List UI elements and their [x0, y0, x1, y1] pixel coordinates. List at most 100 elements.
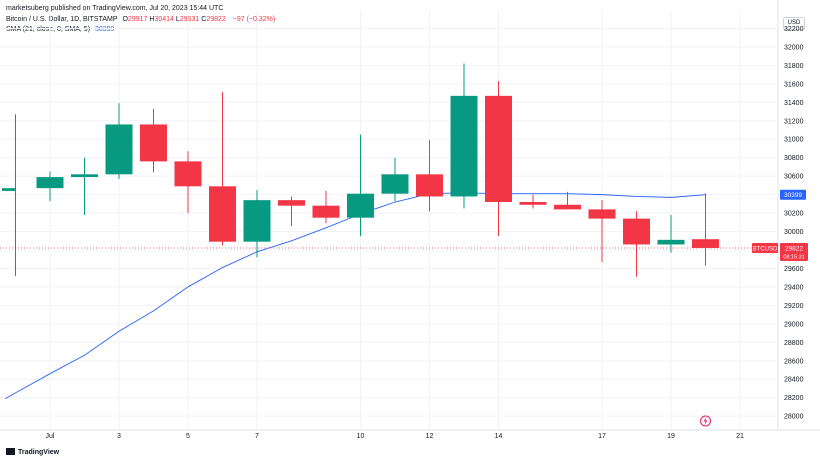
y-tick-label: 29600 [784, 266, 804, 273]
y-tick-label: 29200 [784, 303, 804, 310]
candle-body [554, 204, 581, 210]
candle-body [519, 202, 547, 205]
symbol-tag [752, 242, 778, 253]
candle-body [588, 209, 616, 219]
candle [347, 134, 374, 237]
candle [105, 103, 133, 179]
candle [243, 190, 271, 258]
candle [2, 114, 16, 276]
y-tick-label: 28400 [784, 377, 804, 384]
last-price-tag [780, 242, 808, 261]
candle-body [381, 174, 409, 194]
event-lightning-icon[interactable] [700, 415, 711, 427]
candle [174, 151, 202, 214]
sma-legend-label: SMA (21, close, 0, SMA, 5) [6, 26, 91, 33]
candle [278, 196, 305, 226]
candle-body [36, 177, 64, 189]
x-tick-label: Jul [46, 433, 55, 440]
x-tick-label: 5 [186, 433, 190, 440]
candle [519, 194, 547, 209]
grid-lines [0, 10, 776, 430]
candle [36, 171, 64, 202]
tradingview-footer: TradingView [6, 448, 59, 456]
x-tick-label: 21 [736, 433, 744, 440]
change-value: −97 (−0.32%) [232, 16, 276, 23]
symbol-tag-text: BTCUSD [753, 246, 778, 252]
ohlc-values: O29917 H30414 L29631 C29822 [122, 16, 227, 23]
y-tick-label: 29400 [784, 284, 804, 291]
y-tick-label: 31200 [784, 118, 804, 125]
x-tick-label: 14 [495, 433, 503, 440]
y-tick-label: 29000 [784, 321, 804, 328]
candle [312, 190, 340, 224]
candle-body [105, 124, 133, 175]
x-tick-label: 10 [357, 433, 365, 440]
last-price-tag-text: 29822 [785, 245, 803, 252]
y-tick-label: 31800 [784, 63, 804, 70]
sma-line [4, 192, 706, 400]
currency-button[interactable]: USD [783, 17, 805, 30]
y-tick-label: 30200 [784, 211, 804, 218]
candle [381, 157, 409, 202]
candle-body [485, 95, 512, 202]
symbol-info: Bitcoin / U.S. Dollar, 1D, BITSTAMP O299… [6, 15, 278, 24]
x-tick-label: 12 [426, 433, 434, 440]
y-tick-label: 31600 [784, 81, 804, 88]
ohlc-c: C29822 [201, 16, 226, 23]
candle-body [2, 188, 16, 191]
candle-body [312, 205, 340, 218]
symbol-name: Bitcoin / U.S. Dollar, 1D, BITSTAMP [6, 16, 118, 23]
y-tick-label: 28000 [784, 414, 804, 421]
candle [485, 81, 512, 237]
candle [692, 193, 719, 266]
countdown-text: 08:15:31 [783, 254, 804, 260]
price-labels: 30399 BTCUSD 29822 08:15:31 [700, 189, 808, 427]
candle [450, 63, 478, 209]
candle [657, 214, 685, 253]
sma-layer [4, 192, 706, 400]
sma-legend: SMA (21, close, 0, SMA, 5) 30399 [6, 25, 117, 34]
x-tick-label: 19 [667, 433, 675, 440]
y-tick-label: 30800 [784, 155, 804, 162]
candle-body [243, 200, 271, 242]
y-tick-label: 28600 [784, 358, 804, 365]
candle-body [347, 193, 374, 218]
y-tick-label: 32200 [784, 26, 804, 33]
candle-body [657, 239, 685, 245]
candle-body [140, 124, 167, 162]
y-tick-label: 30000 [784, 229, 804, 236]
y-tick-label: 28200 [784, 395, 804, 402]
sma-price-tag-text: 30399 [784, 192, 802, 199]
candle-body [623, 218, 650, 245]
candle [554, 191, 581, 210]
y-tick-label: 31400 [784, 100, 804, 107]
ohlc-l: L29631 [175, 16, 200, 23]
y-tick-label: 30600 [784, 174, 804, 181]
x-tick-label: 7 [255, 433, 259, 440]
candle-body [692, 239, 719, 248]
candle [71, 157, 98, 215]
candle-body [450, 95, 478, 197]
ohlc-o: O29917 [122, 16, 148, 23]
x-tick-label: 3 [117, 433, 121, 440]
candle-body [174, 161, 202, 187]
candle-body [71, 174, 98, 178]
candles [2, 63, 719, 277]
candle [623, 211, 650, 277]
candle [209, 92, 236, 246]
candle [416, 140, 443, 212]
axes: 28000 28200 28400 28600 28800 29000 29200 29400… [0, 0, 820, 440]
y-tick-label: 31000 [784, 137, 804, 144]
tradingview-logo-icon [6, 448, 15, 455]
ohlc-h: H30414 [149, 16, 174, 23]
y-tick-label: 28800 [784, 340, 804, 347]
candle [588, 200, 616, 262]
publisher-line: marketsuberg published on TradingView.co… [6, 5, 224, 12]
candle [140, 108, 167, 173]
candle-body [209, 186, 236, 242]
candle-body [278, 200, 305, 206]
candle-body [416, 174, 443, 197]
sma-legend-value: 30399 [94, 26, 115, 33]
